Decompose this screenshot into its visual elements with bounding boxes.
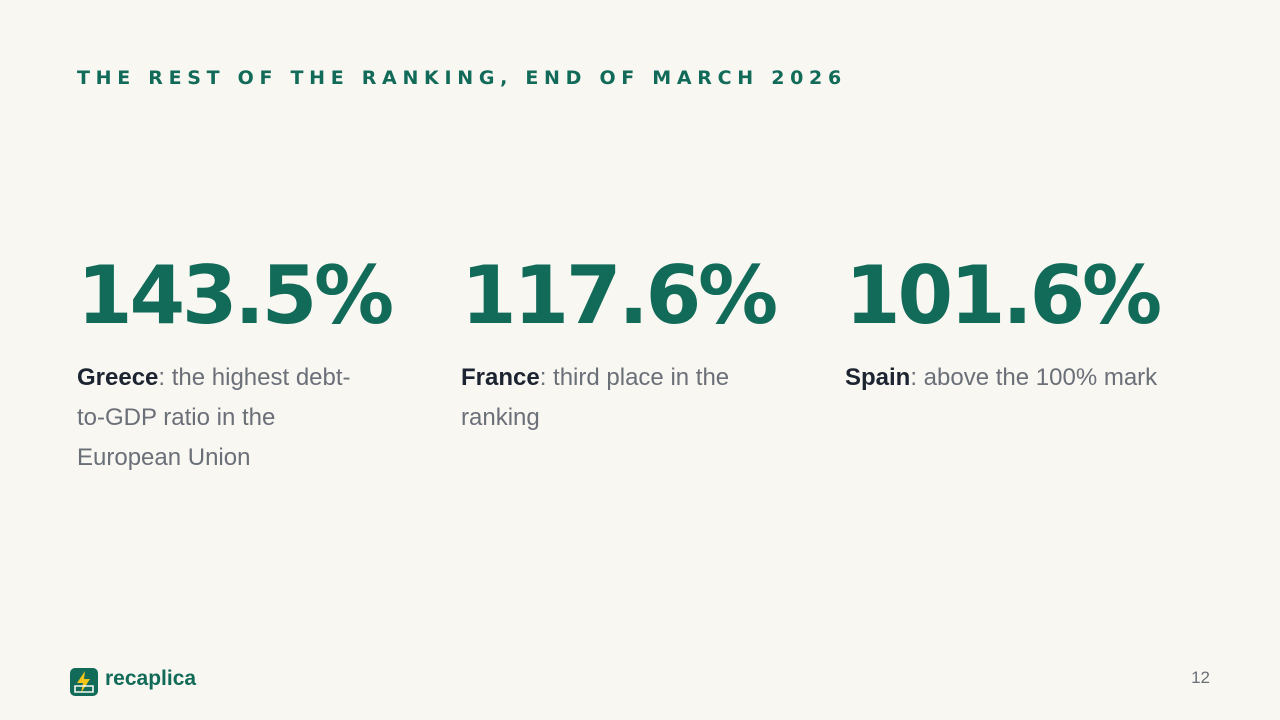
stat-description: : above the 100% mark — [910, 364, 1158, 391]
brand-name: recaplica — [105, 667, 197, 690]
stats-row: 143.5% Greece: the highest debt-to-GDP r… — [77, 248, 1217, 478]
stat-caption: Greece: the highest debt-to-GDP ratio in… — [77, 358, 377, 478]
stat-description: : the highest debt-to-GDP ratio in the E… — [77, 364, 351, 471]
stat-greece: 143.5% Greece: the highest debt-to-GDP r… — [77, 248, 461, 478]
stat-caption: France: third place in the ranking — [461, 358, 761, 438]
stat-france: 117.6% France: third place in the rankin… — [461, 248, 845, 478]
slide-heading: THE REST OF THE RANKING, END OF MARCH 20… — [77, 67, 847, 89]
stat-country: France — [461, 364, 540, 391]
stat-spain: 101.6% Spain: above the 100% mark — [845, 248, 1229, 478]
page-number: 12 — [1191, 668, 1210, 687]
brand-logo: recaplica — [70, 667, 197, 696]
stat-value: 101.6% — [845, 249, 1162, 342]
stat-caption: Spain: above the 100% mark — [845, 358, 1225, 398]
stat-country: Greece — [77, 364, 159, 391]
lightning-bolt-icon — [70, 668, 98, 696]
stat-country: Spain — [845, 364, 911, 391]
stat-value: 143.5% — [77, 249, 394, 342]
stat-value: 117.6% — [461, 249, 778, 342]
stat-description: : third place in the ranking — [461, 364, 730, 431]
